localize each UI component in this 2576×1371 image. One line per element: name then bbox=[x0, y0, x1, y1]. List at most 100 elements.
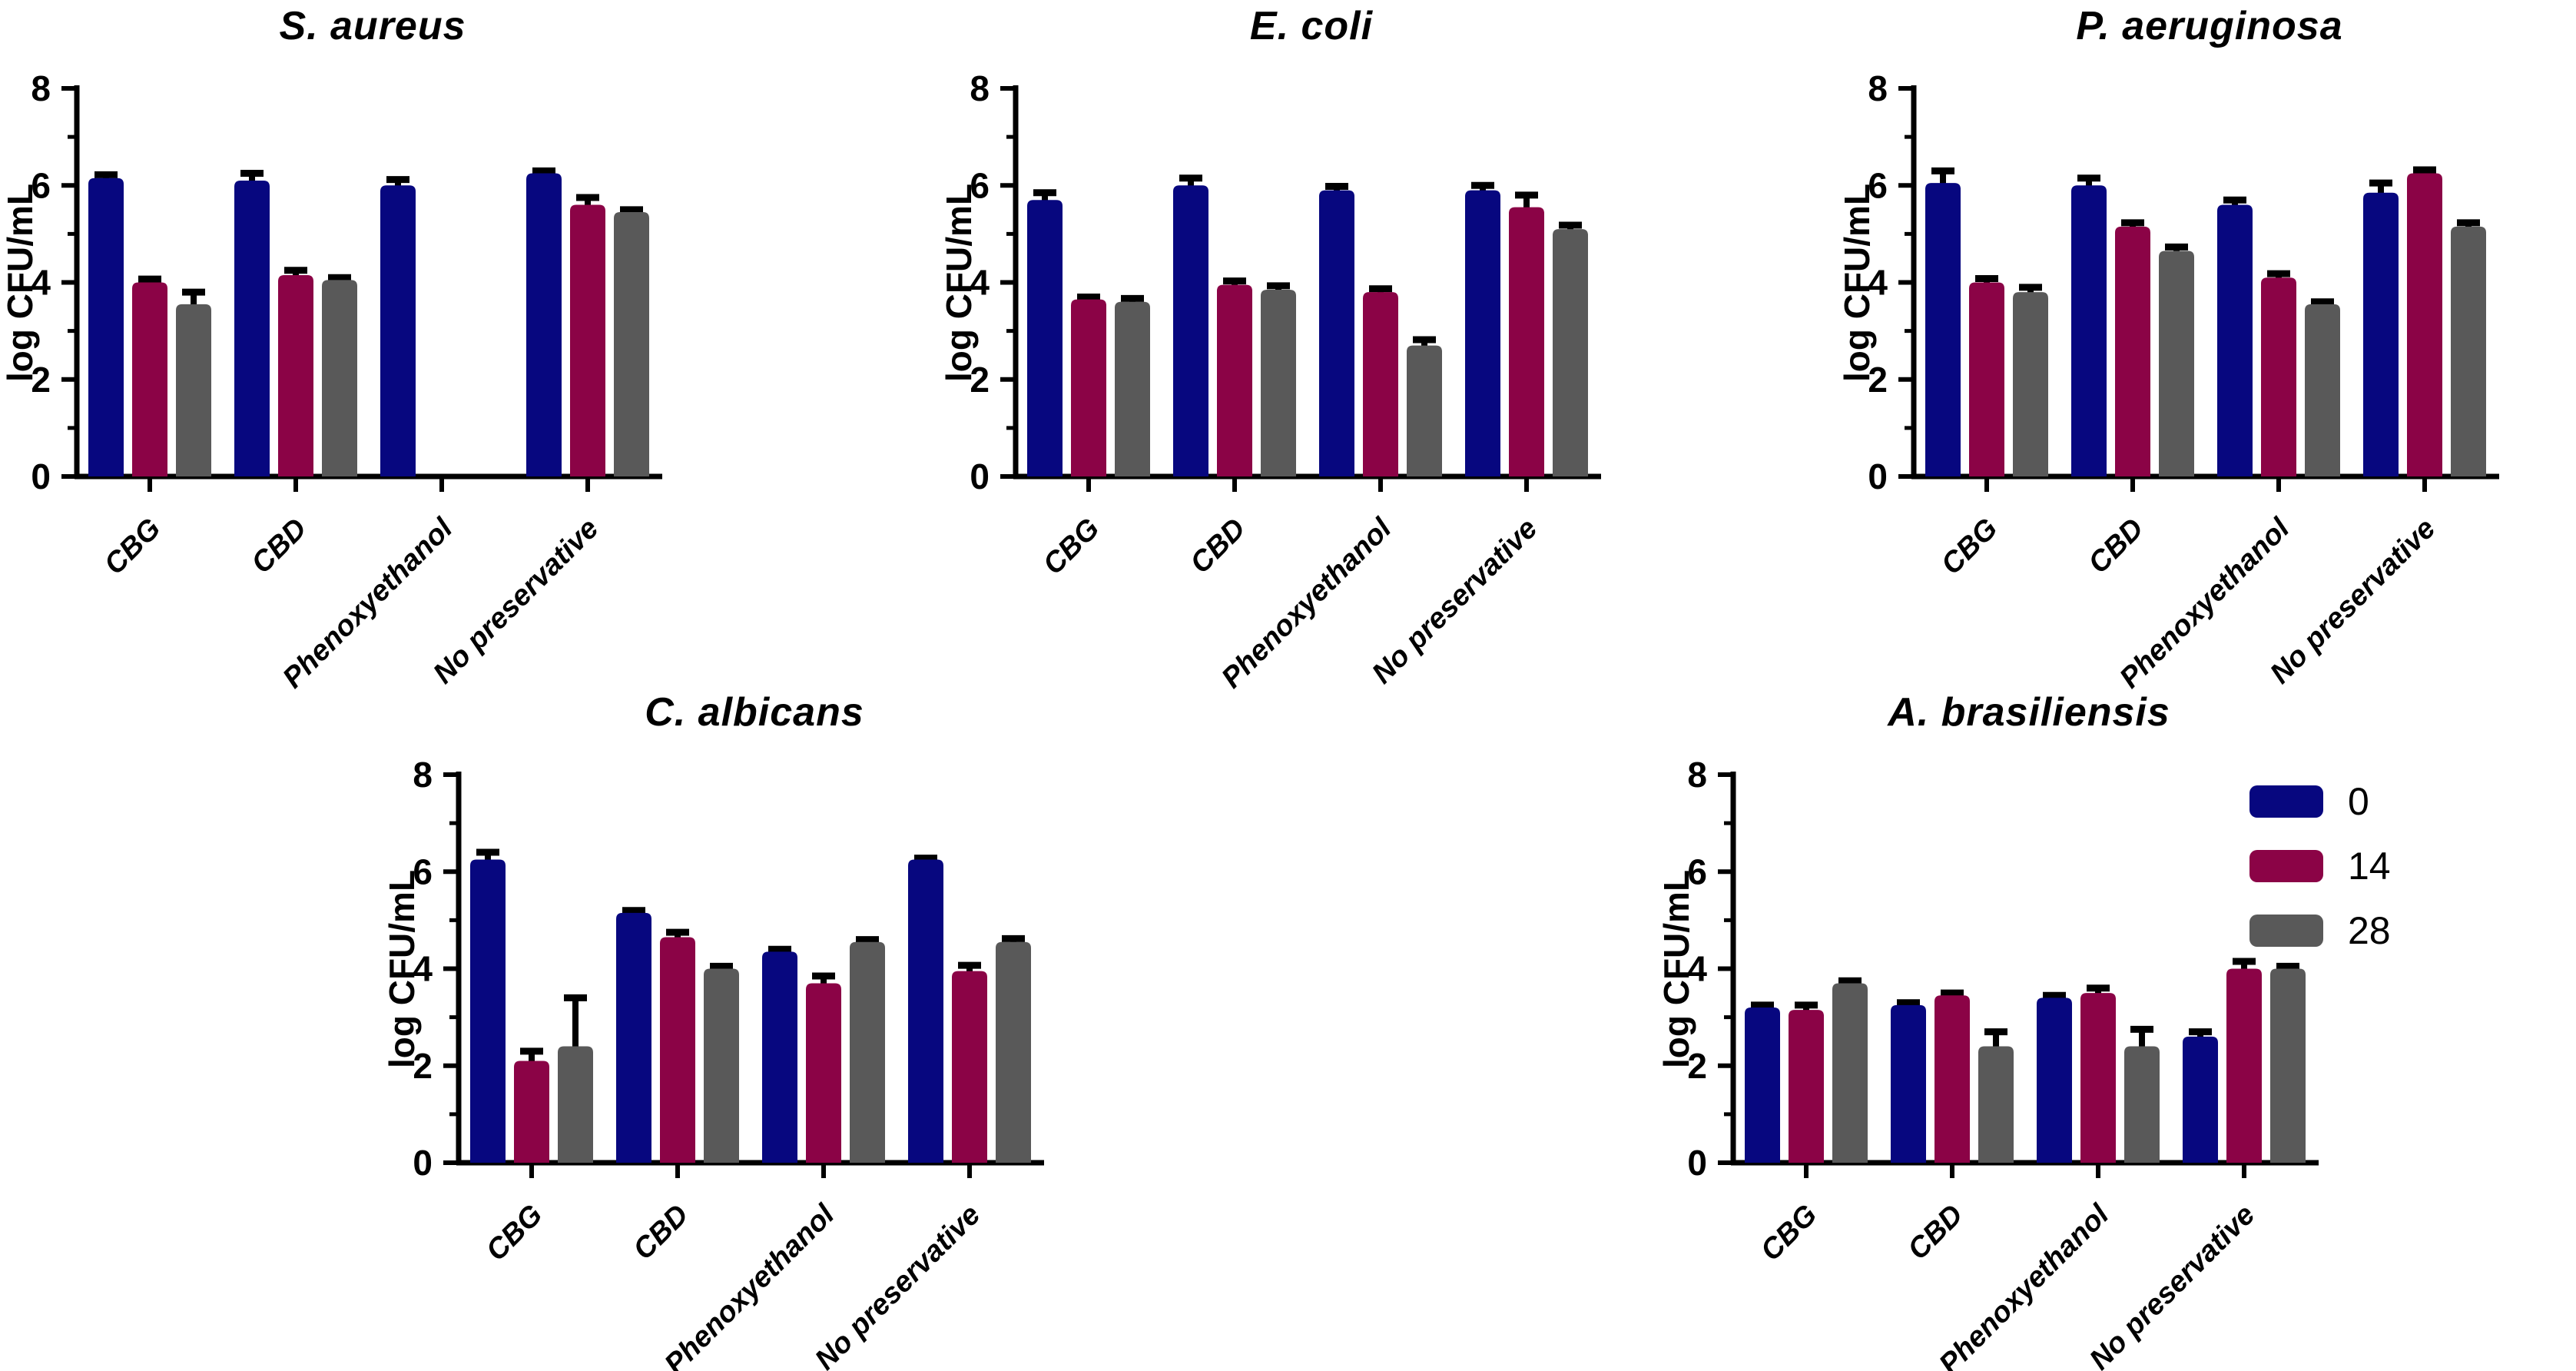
chart-title-a-brasiliensis: A. brasiliensis bbox=[1888, 690, 2170, 735]
bar-14-phenoxyethanol bbox=[1363, 292, 1398, 476]
y-tick-label: 8 bbox=[413, 755, 433, 795]
bar-14-cbg bbox=[132, 282, 167, 476]
bar-0-cbg bbox=[88, 178, 124, 476]
bar-28-no-preservative bbox=[2270, 968, 2306, 1163]
chart-title-s-aureus: S. aureus bbox=[279, 4, 466, 48]
legend-label-day28: 28 bbox=[2348, 909, 2391, 952]
bar-28-cbg bbox=[1115, 301, 1150, 476]
bar-28-cbg bbox=[1832, 983, 1868, 1163]
x-category-label: CBG bbox=[1755, 1199, 1823, 1267]
legend-row-day28: 28 bbox=[2249, 908, 2391, 953]
bar-0-phenoxyethanol bbox=[380, 185, 416, 476]
y-tick-label: 6 bbox=[1687, 851, 1707, 891]
bar-14-cbd bbox=[278, 275, 313, 476]
bar-0-cbg bbox=[1027, 200, 1063, 476]
bar-0-cbg bbox=[1925, 183, 1961, 476]
y-tick-label: 2 bbox=[970, 360, 990, 400]
chart-a-brasiliensis: A. brasiliensis log CFU/mL 0 2 4 6 8 CBG CBD Ph… bbox=[1656, 686, 2425, 1371]
bar-28-cbd bbox=[704, 968, 739, 1163]
y-tick-label: 8 bbox=[970, 68, 990, 108]
y-tick-label: 0 bbox=[970, 456, 990, 496]
bar-14-no-preservative bbox=[1509, 207, 1544, 476]
bar-28-no-preservative bbox=[1553, 229, 1588, 476]
y-tick-label: 6 bbox=[970, 165, 990, 205]
legend-swatch-day14 bbox=[2249, 850, 2323, 882]
bar-28-no-preservative bbox=[2451, 226, 2486, 476]
bar-0-phenoxyethanol bbox=[2217, 204, 2253, 476]
bar-0-phenoxyethanol bbox=[1319, 190, 1354, 476]
x-category-label: CBD bbox=[1184, 513, 1252, 580]
bar-28-cbg bbox=[176, 304, 211, 476]
bar-28-phenoxyethanol bbox=[850, 941, 885, 1163]
x-category-label: CBD bbox=[2082, 513, 2150, 580]
y-tick-label: 0 bbox=[413, 1143, 433, 1183]
bar-28-cbd bbox=[1261, 289, 1296, 476]
bar-14-cbd bbox=[2115, 226, 2150, 476]
x-category-label: CBD bbox=[627, 1199, 695, 1266]
bar-0-cbd bbox=[234, 180, 270, 476]
chart-title-e-coli: E. coli bbox=[1249, 4, 1374, 48]
y-axis-label: log CFU/mL bbox=[1656, 870, 1696, 1068]
bar-0-cbd bbox=[1173, 185, 1208, 476]
y-tick-label: 8 bbox=[31, 68, 51, 108]
bar-28-phenoxyethanol bbox=[1407, 345, 1442, 476]
y-axis-label: log CFU/mL bbox=[382, 870, 422, 1068]
bar-14-no-preservative bbox=[952, 971, 987, 1163]
y-tick-label: 0 bbox=[1868, 456, 1888, 496]
x-category-label: CBG bbox=[480, 1199, 549, 1267]
y-tick-label: 4 bbox=[1868, 263, 1888, 303]
bar-28-no-preservative bbox=[614, 211, 649, 476]
bar-28-cbd bbox=[2159, 251, 2194, 476]
bar-14-no-preservative bbox=[2226, 968, 2262, 1163]
y-tick-label: 0 bbox=[1687, 1143, 1707, 1183]
y-tick-label: 8 bbox=[1868, 68, 1888, 108]
y-tick-label: 4 bbox=[1687, 949, 1707, 989]
y-tick-label: 6 bbox=[413, 851, 433, 891]
bar-0-phenoxyethanol bbox=[762, 951, 797, 1163]
bar-0-no-preservative bbox=[2183, 1036, 2218, 1163]
y-tick-label: 2 bbox=[31, 360, 51, 400]
legend-label-day14: 14 bbox=[2348, 845, 2391, 888]
chart-title-c-albicans: C. albicans bbox=[645, 690, 864, 735]
bar-0-cbd bbox=[2071, 185, 2107, 476]
y-tick-label: 2 bbox=[1687, 1046, 1707, 1086]
bar-14-cbg bbox=[1789, 1010, 1824, 1163]
bar-0-phenoxyethanol bbox=[2037, 998, 2072, 1163]
x-category-label: CBD bbox=[1901, 1199, 1969, 1266]
bar-14-cbd bbox=[1934, 995, 1970, 1163]
bar-0-cbd bbox=[616, 912, 651, 1163]
bar-14-cbd bbox=[660, 937, 695, 1163]
y-tick-label: 4 bbox=[413, 949, 433, 989]
y-tick-label: 6 bbox=[1868, 165, 1888, 205]
bar-28-cbg bbox=[558, 1046, 593, 1163]
legend-row-day14: 14 bbox=[2249, 844, 2391, 888]
y-tick-label: 8 bbox=[1687, 755, 1707, 795]
bar-28-no-preservative bbox=[996, 941, 1031, 1163]
y-tick-label: 6 bbox=[31, 165, 51, 205]
bar-28-phenoxyethanol bbox=[2124, 1046, 2160, 1163]
chart-c-albicans: C. albicans log CFU/mL 0 2 4 6 8 CBG CBD Phenox… bbox=[382, 686, 1150, 1371]
y-tick-label: 2 bbox=[413, 1046, 433, 1086]
y-axis-label: log CFU/mL bbox=[0, 184, 40, 382]
x-category-label: CBD bbox=[245, 513, 313, 580]
bar-28-cbd bbox=[1978, 1046, 2014, 1163]
bar-14-cbd bbox=[1217, 284, 1252, 476]
bar-0-cbg bbox=[1745, 1008, 1780, 1163]
bar-0-cbg bbox=[470, 859, 506, 1163]
bar-28-cbd bbox=[322, 280, 357, 476]
bar-14-no-preservative bbox=[570, 204, 605, 476]
y-tick-label: 4 bbox=[970, 263, 990, 303]
y-tick-label: 4 bbox=[31, 263, 51, 303]
chart-e-coli: E. coli log CFU/mL 0 2 4 6 8 CBG CBD Phenoxyeth… bbox=[939, 0, 1707, 695]
chart-title-p-aeruginosa: P. aeruginosa bbox=[2076, 4, 2343, 48]
legend-swatch-day0 bbox=[2249, 785, 2323, 818]
y-axis-label: log CFU/mL bbox=[1837, 184, 1877, 382]
